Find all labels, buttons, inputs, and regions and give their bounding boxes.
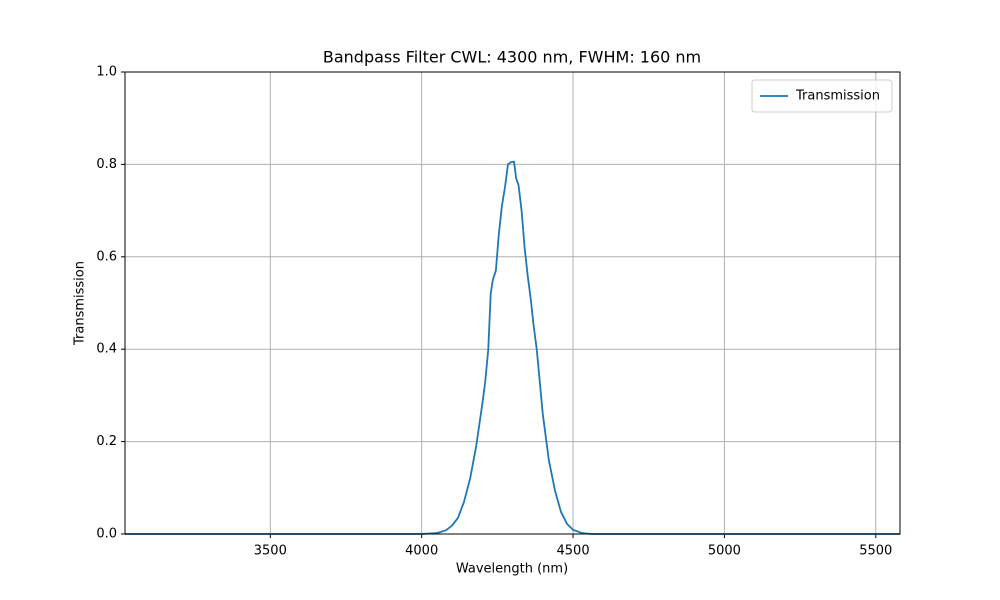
y-tick-label: 1.0 [96, 65, 117, 80]
y-axis-label: Transmission [73, 261, 88, 346]
legend-box [751, 79, 893, 113]
y-tick-label: 0.0 [96, 527, 117, 542]
x-axis-label: Wavelength (nm) [456, 562, 568, 577]
data-line [125, 160, 900, 535]
y-tick-label: 0.2 [96, 434, 117, 449]
x-tick-label: 3500 [254, 544, 287, 559]
x-tick-label: 4000 [405, 544, 438, 559]
y-tick-label: 0.6 [96, 249, 117, 264]
y-tick-label: 0.4 [96, 342, 117, 357]
y-tick-label: 0.8 [96, 157, 117, 172]
x-tick-label: 4500 [557, 544, 590, 559]
chart-title: Bandpass Filter CWL: 4300 nm, FWHM: 160 … [323, 48, 701, 67]
legend: Transmission [751, 79, 893, 113]
plot-frame [124, 71, 901, 535]
x-tick-label: 5500 [859, 544, 892, 559]
legend-label: Transmission [795, 89, 880, 104]
x-tick-label: 5000 [708, 544, 741, 559]
